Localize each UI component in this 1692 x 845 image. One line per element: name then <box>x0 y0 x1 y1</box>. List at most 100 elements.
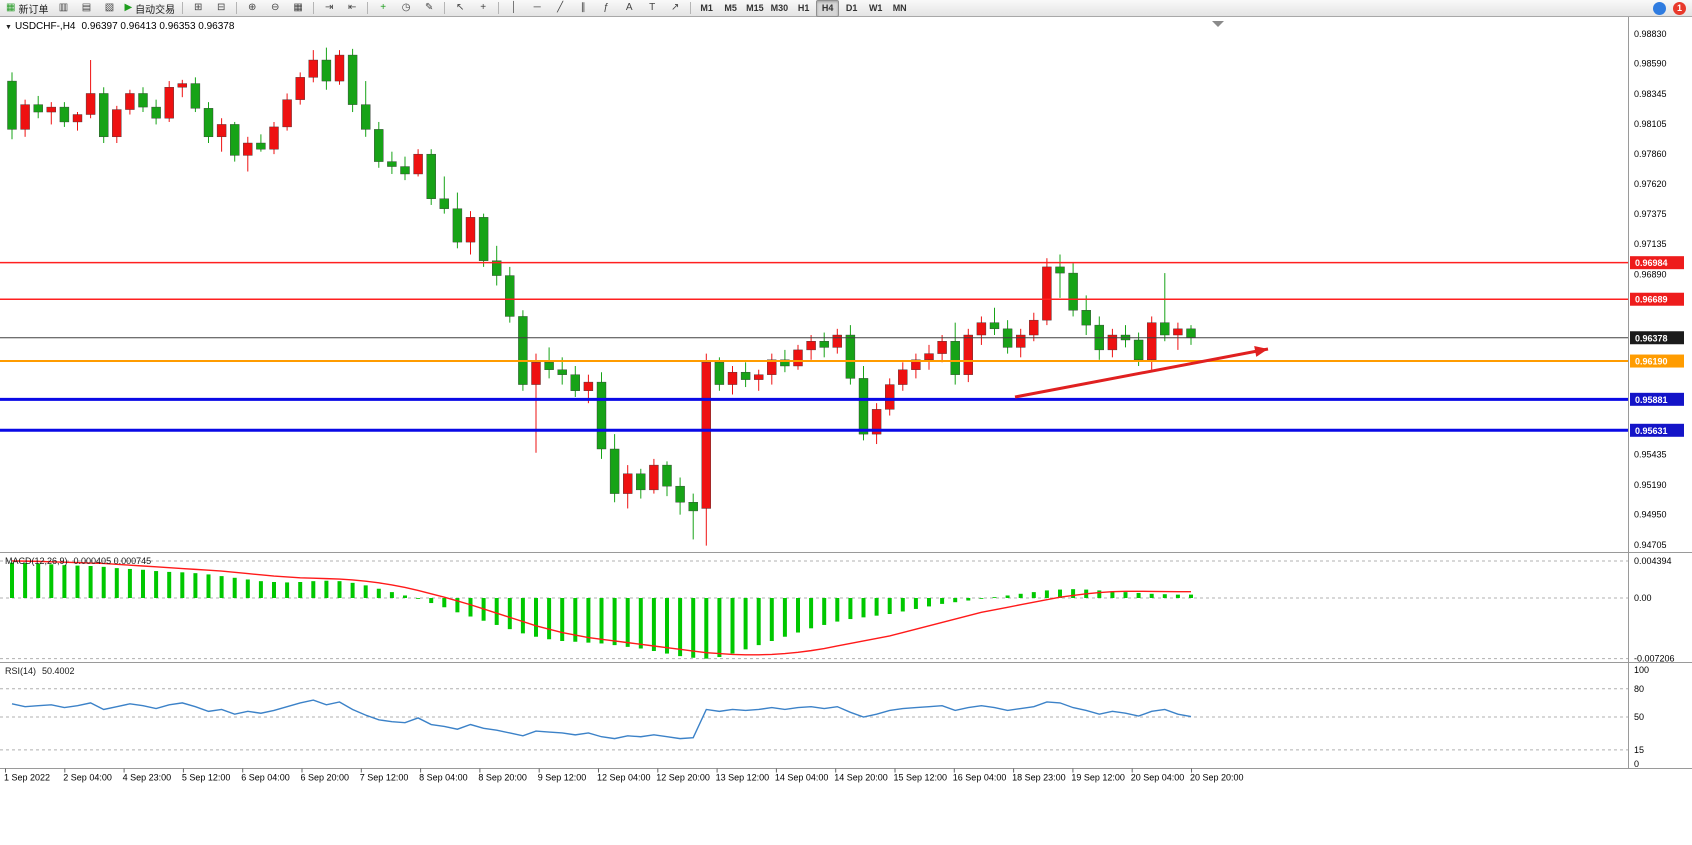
svg-text:0.94705: 0.94705 <box>1634 540 1667 550</box>
indicators-button[interactable]: + <box>372 0 394 17</box>
candle-body <box>675 485 685 503</box>
candle-body <box>33 104 43 113</box>
candle-body <box>1029 319 1039 336</box>
svg-text:0.95190: 0.95190 <box>1634 480 1667 490</box>
svg-text:0.97375: 0.97375 <box>1634 209 1667 219</box>
profiles-icon: ⊟ <box>216 2 226 13</box>
templates-button[interactable]: ✎ <box>418 0 440 17</box>
timeframe-h1[interactable]: H1 <box>797 3 810 13</box>
cursor-button[interactable]: ↖ <box>449 0 471 17</box>
timeframe-d1[interactable]: D1 <box>845 3 858 13</box>
new-chart-icon: ⊞ <box>193 2 203 13</box>
svg-text:0.96890: 0.96890 <box>1634 269 1667 279</box>
toolbar-separator <box>444 2 446 14</box>
candle-body <box>531 362 541 385</box>
timeframe-m30[interactable]: M30 <box>770 3 789 13</box>
svg-text:2 Sep 04:00: 2 Sep 04:00 <box>63 773 112 783</box>
tile-windows-button[interactable]: ▦ <box>287 0 309 17</box>
trend-arrow[interactable] <box>1014 346 1269 399</box>
chart-canvas[interactable]: 0.98830 0.98590 0.98345 0.98105 0.97860 0.976… <box>0 17 1692 845</box>
svg-text:7 Sep 12:00: 7 Sep 12:00 <box>360 773 409 783</box>
zoom-in-icon: ⊕ <box>247 2 257 13</box>
timeframe-h4[interactable]: H4 <box>816 0 840 17</box>
navigator-button[interactable]: ▧ <box>98 0 120 17</box>
community-icon[interactable] <box>1653 1 1666 15</box>
text-button[interactable]: A <box>618 0 640 17</box>
candle-body <box>1016 334 1026 348</box>
charts-button[interactable]: ▥ <box>52 0 74 17</box>
chart-shift-button[interactable]: ⇤ <box>341 0 363 17</box>
candle-body <box>321 59 332 82</box>
candle-body <box>439 198 449 209</box>
candle-body <box>46 106 56 113</box>
timeframe-m5[interactable]: M5 <box>724 3 737 13</box>
svg-text:15 Sep 12:00: 15 Sep 12:00 <box>894 773 948 783</box>
arrow-tools-button[interactable]: ↗ <box>664 0 686 17</box>
trendline-button[interactable]: ╱ <box>549 0 571 17</box>
candle-body <box>347 54 358 105</box>
candle-body <box>138 93 148 108</box>
channel-button[interactable]: ∥ <box>572 0 594 17</box>
indicators-icon: + <box>380 2 387 13</box>
candle-body <box>976 322 987 336</box>
price-tag <box>1630 354 1684 368</box>
candle-body <box>950 341 960 375</box>
templates-icon: ✎ <box>424 2 434 13</box>
rsi-line <box>11 699 1192 740</box>
candle-body <box>623 473 633 494</box>
notification-badge[interactable]: 1 <box>1673 1 1686 15</box>
market-watch-button[interactable]: ▤ <box>75 0 97 17</box>
svg-text:0: 0 <box>1634 759 1639 769</box>
candle-body <box>98 93 109 138</box>
candle-body <box>570 374 580 391</box>
profiles-button[interactable]: ⊟ <box>210 0 232 17</box>
auto-scroll-button[interactable]: ⇥ <box>318 0 340 17</box>
candle-body <box>505 275 515 317</box>
new-chart-button[interactable]: ⊞ <box>187 0 209 17</box>
svg-text:15: 15 <box>1634 745 1644 755</box>
svg-text:0.96190: 0.96190 <box>1635 357 1668 367</box>
candle-body <box>72 114 83 123</box>
periods-button[interactable]: ◷ <box>395 0 417 17</box>
candle-body <box>374 129 384 162</box>
zoom-in-button[interactable]: ⊕ <box>241 0 263 17</box>
text-label-button[interactable]: T <box>641 0 663 17</box>
crosshair-button[interactable]: + <box>472 0 494 17</box>
timeframe-mn[interactable]: MN <box>892 3 907 13</box>
candle-body <box>7 80 17 130</box>
candle-body <box>426 153 436 199</box>
zoom-out-icon: ⊖ <box>270 2 280 13</box>
svg-text:20 Sep 20:00: 20 Sep 20:00 <box>1190 773 1244 783</box>
candle-body <box>1042 266 1052 321</box>
autotrading-label: 自动交易 <box>135 4 176 16</box>
symbol-dropdown-icon[interactable]: ▼ <box>5 24 12 31</box>
svg-text:0.97135: 0.97135 <box>1634 239 1667 249</box>
zoom-out-button[interactable]: ⊖ <box>264 0 286 17</box>
timeframe-w1[interactable]: W1 <box>868 3 883 13</box>
fibonacci-icon: ƒ <box>603 2 609 13</box>
horizontal-level-lines[interactable] <box>0 261 1628 432</box>
svg-text:50: 50 <box>1634 712 1644 722</box>
chart-window: 0.98830 0.98590 0.98345 0.98105 0.97860 0.976… <box>0 17 1692 845</box>
svg-text:12 Sep 04:00: 12 Sep 04:00 <box>597 773 651 783</box>
vertical-line-button[interactable]: │ <box>503 0 525 17</box>
timeframe-m15[interactable]: M15 <box>746 3 764 13</box>
timeframe-m1[interactable]: M1 <box>700 3 713 13</box>
svg-text:1 Sep 2022: 1 Sep 2022 <box>4 773 50 783</box>
svg-text:0.004394: 0.004394 <box>1634 556 1672 566</box>
svg-text:0.96689: 0.96689 <box>1635 295 1668 305</box>
svg-text:12 Sep 20:00: 12 Sep 20:00 <box>656 773 710 783</box>
fibonacci-button[interactable]: ƒ <box>595 0 617 17</box>
price-tag <box>1630 331 1684 345</box>
svg-text:9 Sep 12:00: 9 Sep 12:00 <box>538 773 587 783</box>
price-tag <box>1630 256 1684 270</box>
candle-body <box>871 409 882 435</box>
candle-body <box>544 362 554 370</box>
trendline-icon: ╱ <box>557 2 564 13</box>
autotrading-button[interactable]: ▶ 自动交易 <box>121 0 178 17</box>
candle-body <box>937 341 947 354</box>
time-axis: 1 Sep 2022 2 Sep 04:00 4 Sep 23:00 5 Sep 12… <box>4 768 1244 783</box>
chart-shift-marker[interactable] <box>1212 21 1224 27</box>
new-order-button[interactable]: ▦ 新订单 <box>3 0 51 17</box>
horizontal-line-button[interactable]: ─ <box>526 0 548 17</box>
